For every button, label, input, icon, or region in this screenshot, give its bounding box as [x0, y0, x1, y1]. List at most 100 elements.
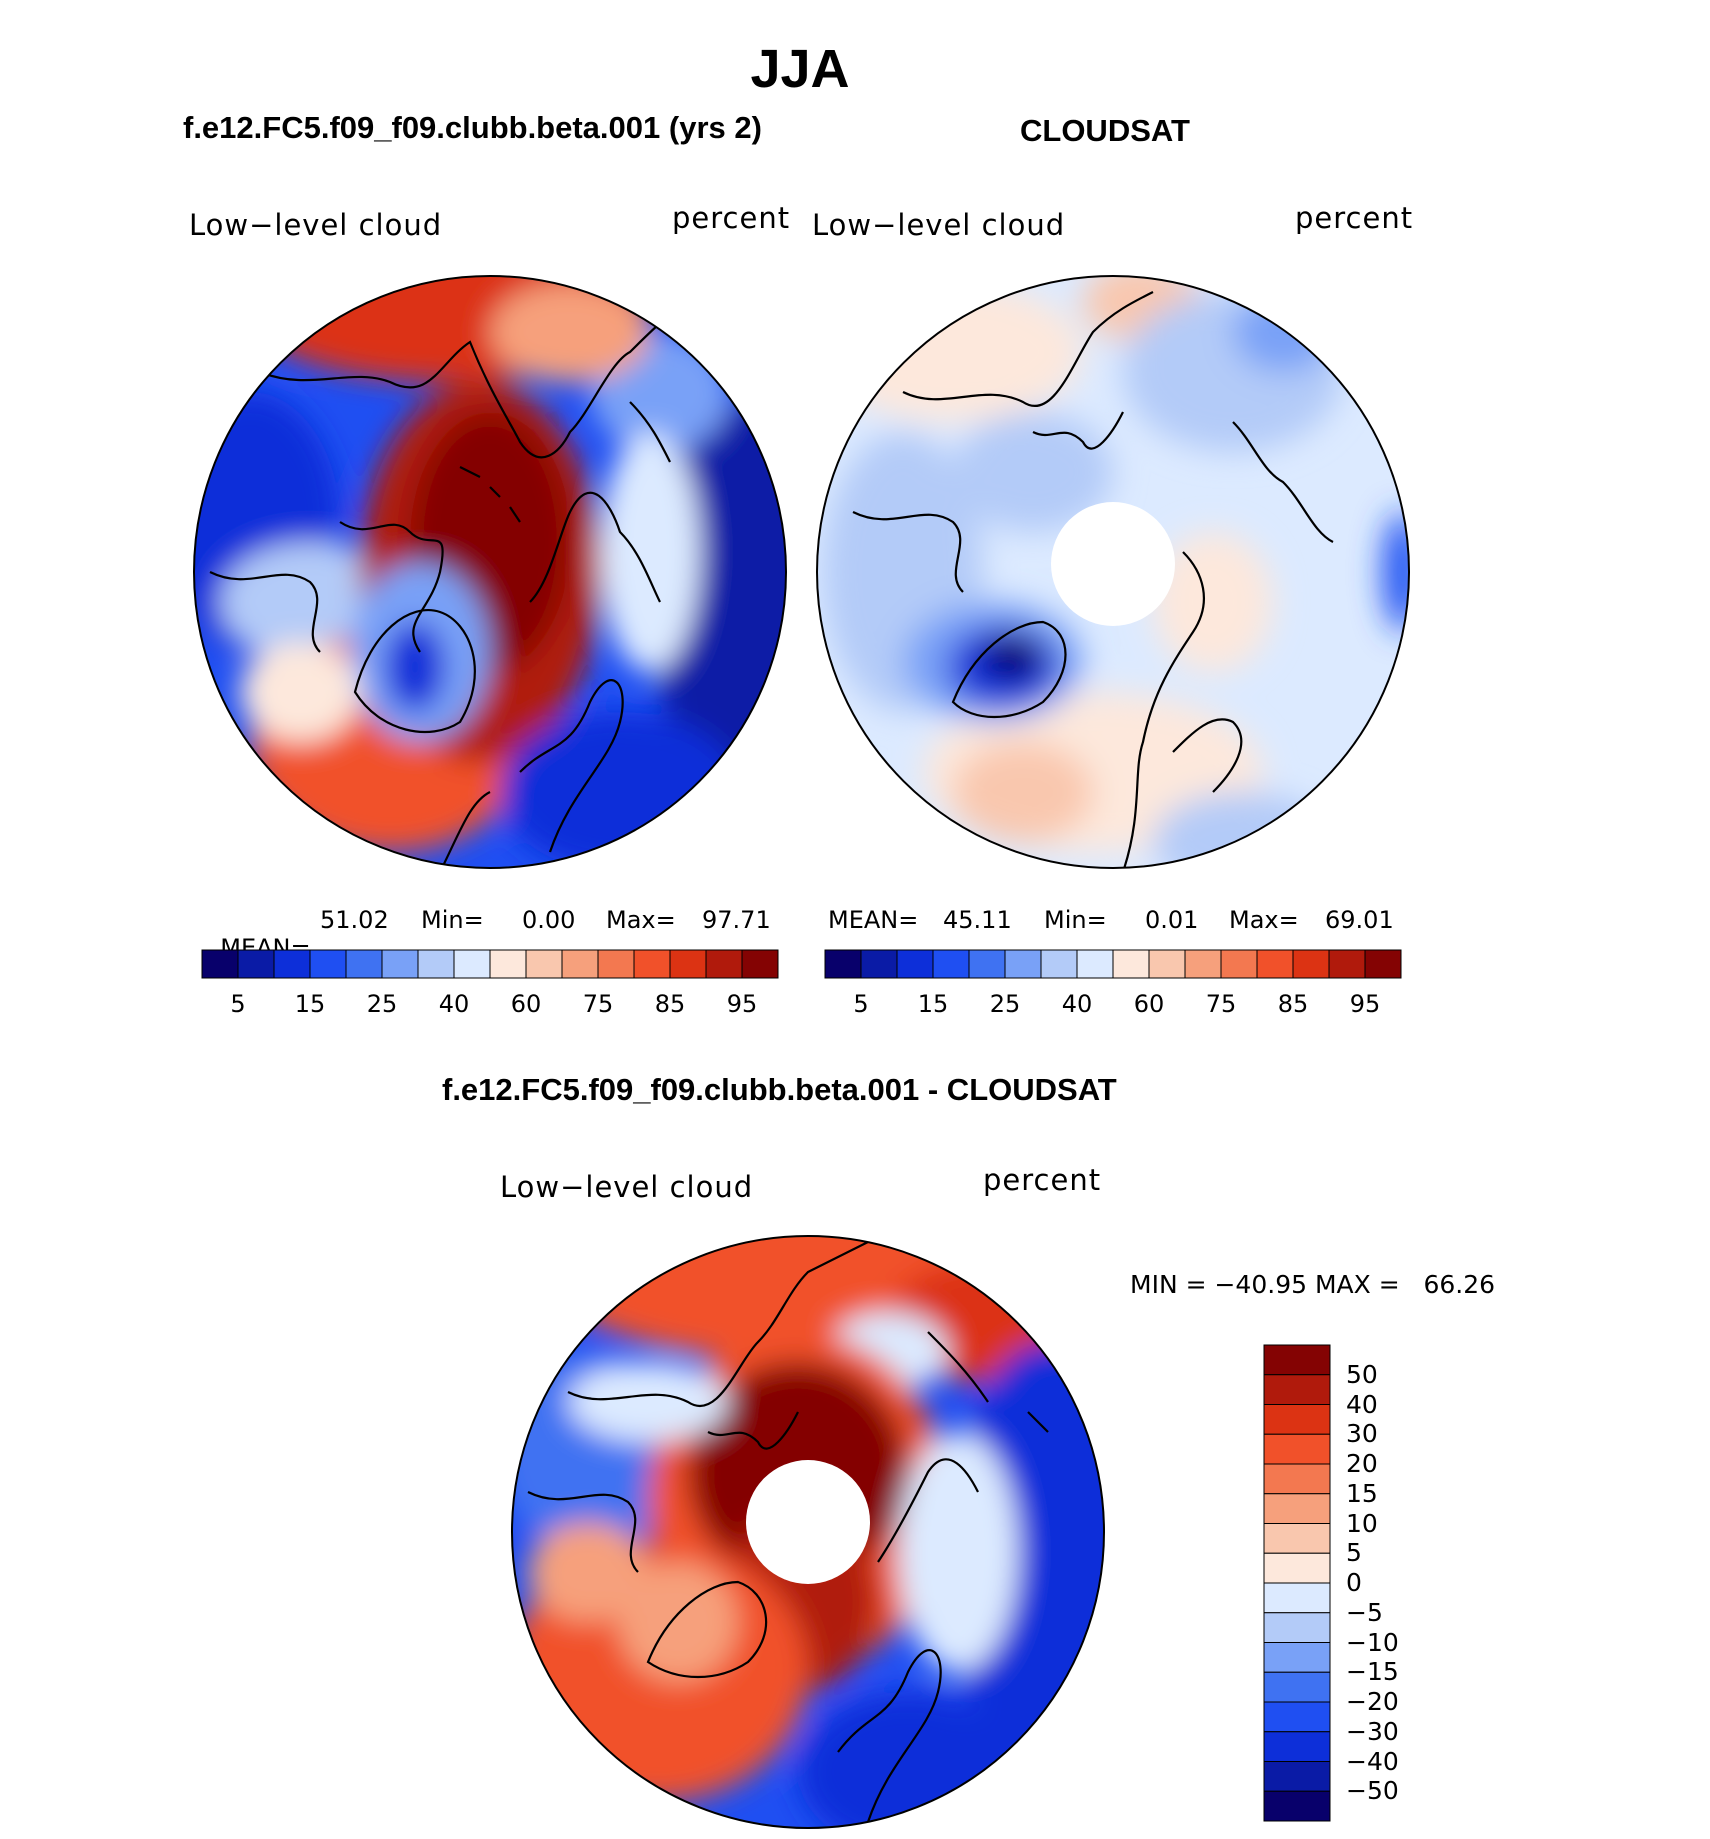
model-colorbar-swatch	[345, 949, 383, 979]
diff-colorbar-swatch	[1263, 1374, 1331, 1405]
diff-variable-label: Low−level cloud	[500, 1170, 754, 1204]
model-colorbar-swatch	[525, 949, 563, 979]
model-colorbar-tick: 85	[654, 990, 686, 1018]
obs-variable-label: Low−level cloud	[812, 208, 1066, 242]
diff-colorbar-tick: 10	[1346, 1508, 1378, 1538]
diff-colorbar-tick: −20	[1346, 1687, 1399, 1716]
obs-max-label: Max=	[1229, 906, 1299, 934]
diff-colorbar-tick: 5	[1346, 1538, 1362, 1568]
model-colorbar-swatch	[381, 949, 419, 979]
obs-colorbar-swatch	[968, 949, 1006, 979]
obs-colorbar-swatch	[896, 949, 934, 979]
model-colorbar-swatch	[561, 949, 599, 979]
model-max-value: 97.71	[702, 906, 771, 934]
obs-colorbar-swatch	[1040, 949, 1078, 979]
diff-colorbar-tick: −30	[1346, 1716, 1399, 1746]
obs-mean-value: 45.11	[943, 906, 1012, 934]
model-colorbar-swatch	[705, 949, 743, 979]
diff-colorbar-swatch	[1263, 1523, 1331, 1554]
obs-min-value: 0.01	[1145, 906, 1199, 934]
diff-units-label: percent	[983, 1163, 1102, 1197]
diff-colorbar-swatch	[1263, 1433, 1331, 1465]
obs-min-label: Min=	[1044, 906, 1107, 934]
diff-colorbar-tick: −50	[1346, 1776, 1399, 1806]
diff-colorbar-tick: 40	[1346, 1389, 1378, 1419]
obs-colorbar	[824, 949, 1402, 979]
diff-colorbar-swatch	[1263, 1463, 1331, 1495]
model-colorbar-swatch	[597, 949, 635, 979]
obs-colorbar-tick: 85	[1277, 990, 1309, 1018]
obs-polar-map	[816, 275, 1410, 869]
diff-colorbar-swatch	[1263, 1731, 1331, 1762]
model-min-label: Min=	[421, 906, 484, 934]
obs-colorbar-swatch	[1184, 949, 1222, 979]
diff-colorbar-swatch	[1263, 1404, 1331, 1435]
model-max-label: Max=	[606, 906, 676, 934]
diff-colorbar-swatch	[1263, 1493, 1331, 1524]
model-variable-label: Low−level cloud	[189, 208, 443, 242]
obs-max-value: 69.01	[1325, 906, 1394, 934]
obs-colorbar-tick: 75	[1205, 990, 1237, 1018]
obs-colorbar-swatch	[860, 949, 898, 979]
obs-colorbar-tick: 5	[853, 990, 869, 1018]
obs-colorbar-swatch	[1292, 949, 1330, 979]
model-colorbar-swatch	[273, 949, 311, 979]
model-colorbar-tick: 40	[438, 990, 470, 1018]
obs-colorbar-swatch	[1112, 949, 1150, 979]
obs-colorbar-swatch	[1220, 949, 1258, 979]
obs-colorbar-swatch	[1004, 949, 1042, 979]
diff-colorbar-swatch	[1263, 1642, 1331, 1673]
diff-colorbar-swatch	[1263, 1671, 1331, 1703]
diff-colorbar-ticks: 50 40 30 20 15 10 5 0 −5 −10 −15 −20 −30 −40 −50	[1340, 1343, 1440, 1823]
obs-panel-title: CLOUDSAT	[1020, 113, 1190, 148]
model-colorbar-tick: 75	[582, 990, 614, 1018]
diff-colorbar-swatch	[1263, 1612, 1331, 1643]
obs-colorbar-tick: 25	[989, 990, 1021, 1018]
model-colorbar-ticks: 5 15 25 40 60 75 85 95	[200, 990, 780, 1020]
model-mean-value: 51.02	[320, 906, 389, 934]
diff-colorbar-tick: 15	[1346, 1478, 1378, 1508]
model-colorbar-tick: 25	[366, 990, 398, 1018]
diff-colorbar-swatch	[1263, 1790, 1331, 1822]
model-colorbar-swatch	[669, 949, 707, 979]
obs-colorbar-tick: 60	[1133, 990, 1165, 1018]
model-colorbar-tick: 15	[294, 990, 326, 1018]
obs-colorbar-tick: 40	[1061, 990, 1093, 1018]
main-title: JJA	[750, 39, 850, 99]
model-colorbar-swatch	[309, 949, 347, 979]
diff-colorbar-tick: 30	[1346, 1419, 1378, 1449]
model-colorbar-tick: 5	[230, 990, 246, 1018]
obs-colorbar-swatch	[1328, 949, 1366, 979]
diff-colorbar-tick: −5	[1346, 1597, 1383, 1627]
diff-colorbar-swatch	[1263, 1761, 1331, 1792]
obs-units-label: percent	[1295, 201, 1414, 235]
model-colorbar-swatch	[633, 949, 671, 979]
model-colorbar-swatch	[489, 949, 527, 979]
diff-colorbar-swatch	[1263, 1552, 1331, 1584]
diff-colorbar-swatch	[1263, 1701, 1331, 1733]
diff-min-max: MIN = −40.95 MAX = 66.26	[1130, 1270, 1496, 1299]
diff-colorbar-tick: 0	[1346, 1568, 1362, 1597]
diff-colorbar-tick: −15	[1346, 1657, 1399, 1687]
model-colorbar-swatch	[453, 949, 491, 979]
diff-colorbar-tick: 50	[1346, 1359, 1378, 1389]
diff-panel-title: f.e12.FC5.f09_f09.clubb.beta.001 - CLOUD…	[442, 1072, 1117, 1107]
obs-colorbar-swatch	[1364, 949, 1402, 979]
obs-colorbar-swatch	[824, 949, 862, 979]
model-colorbar-swatch	[741, 949, 779, 979]
obs-colorbar-swatch	[1148, 949, 1186, 979]
model-colorbar-tick: 95	[726, 990, 758, 1018]
model-colorbar-swatch	[417, 949, 455, 979]
obs-colorbar-tick: 95	[1349, 990, 1381, 1018]
diff-colorbar-tick: −40	[1346, 1746, 1399, 1776]
obs-mean-label: MEAN=	[828, 906, 919, 934]
obs-colorbar-ticks: 5 15 25 40 60 75 85 95	[823, 990, 1403, 1020]
obs-colorbar-swatch	[1256, 949, 1294, 979]
model-polar-map	[193, 275, 787, 869]
model-min-value: 0.00	[522, 906, 576, 934]
model-colorbar	[201, 949, 779, 979]
model-colorbar-tick: 60	[510, 990, 542, 1018]
model-units-label: percent	[672, 201, 791, 235]
model-colorbar-swatch	[237, 949, 275, 979]
obs-colorbar-tick: 15	[917, 990, 949, 1018]
